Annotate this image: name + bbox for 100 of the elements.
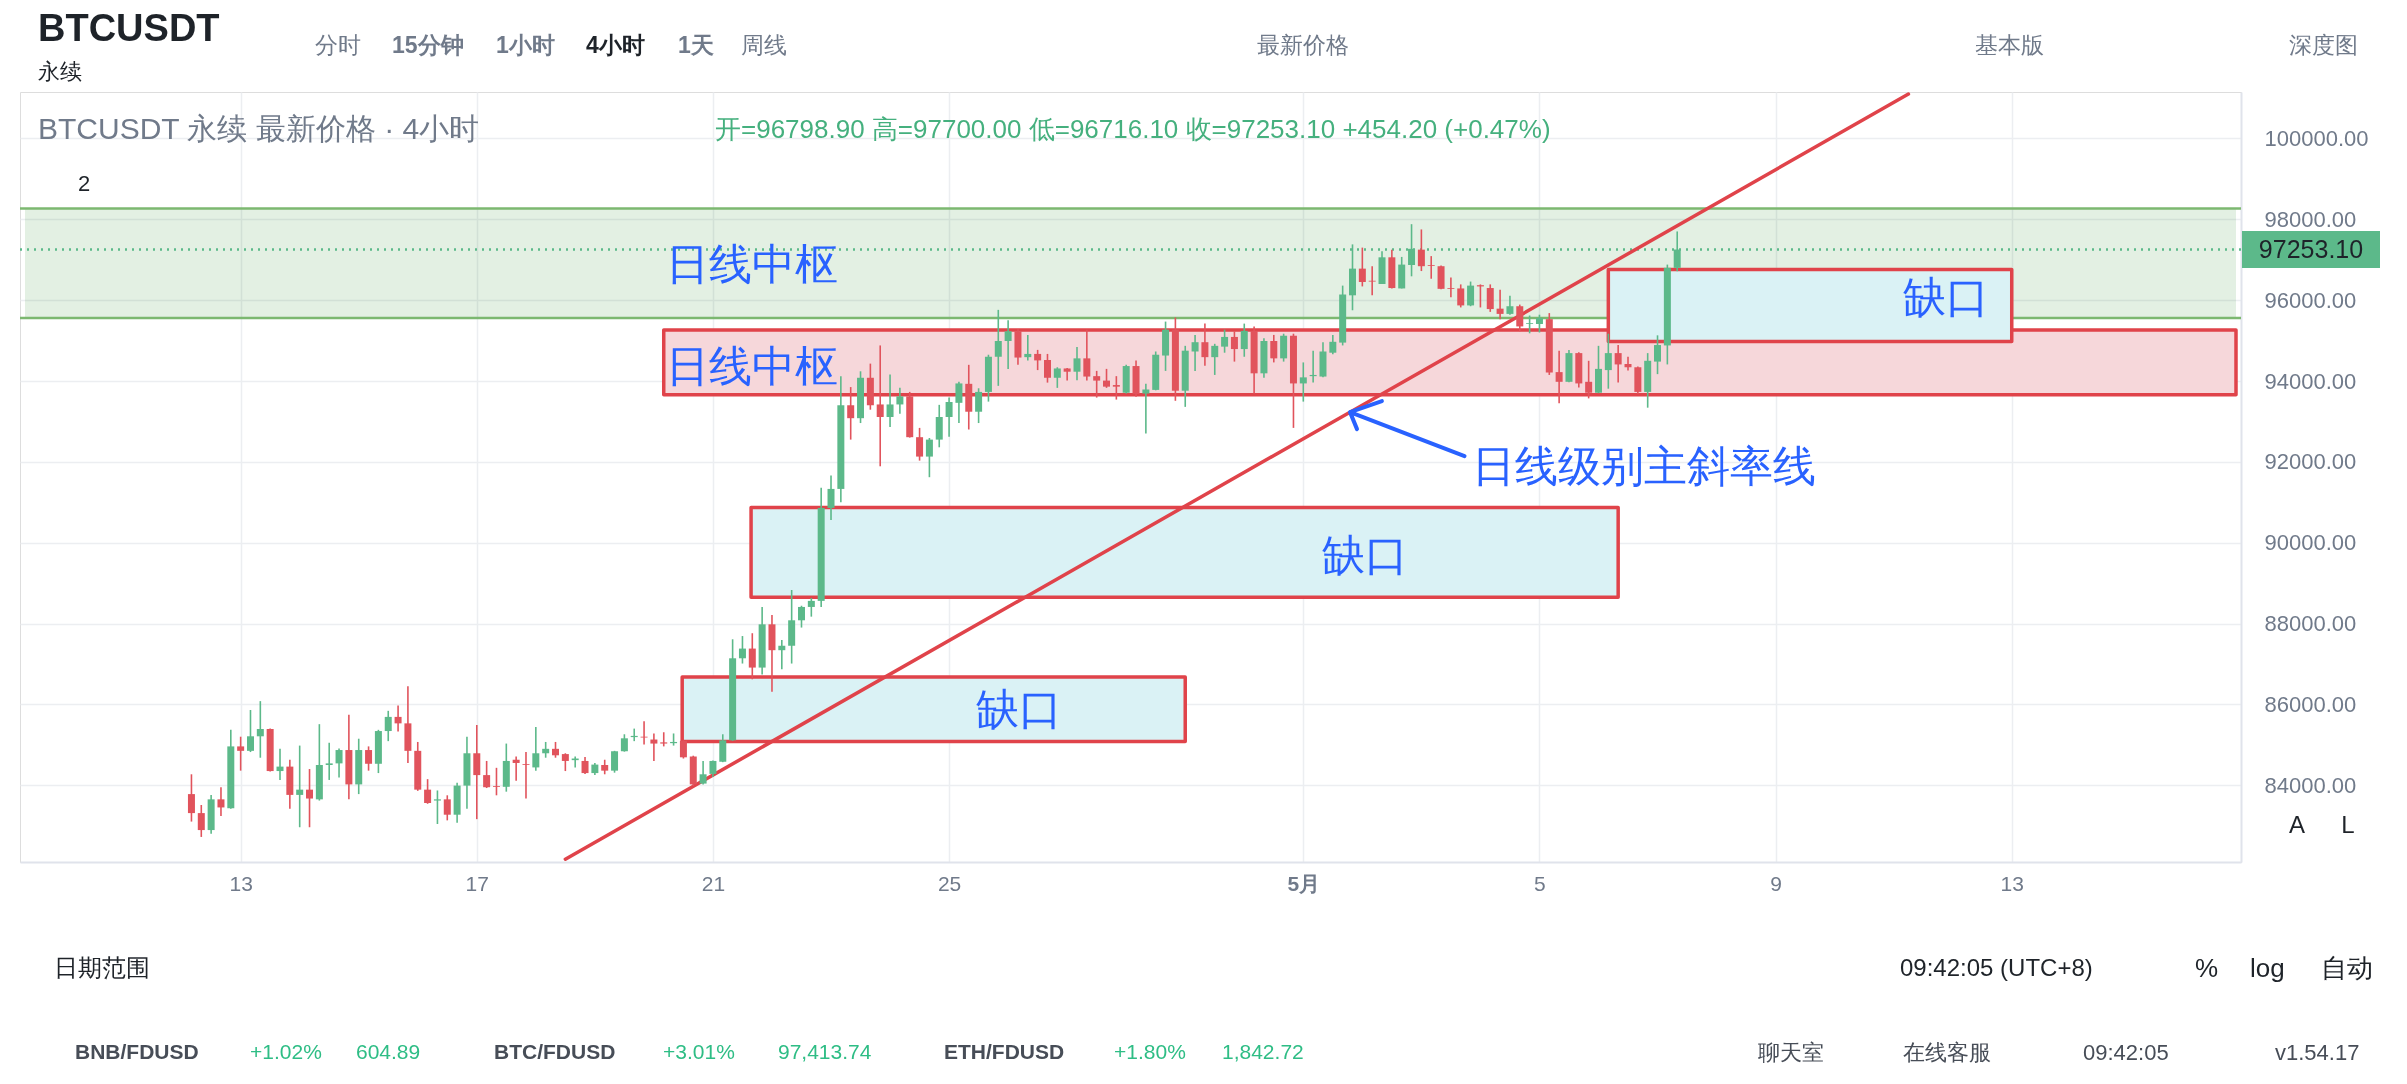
- candlestick: [1555, 349, 1563, 405]
- candlestick: [925, 437, 933, 478]
- y-tick-label: 98000.00: [2264, 206, 2357, 232]
- candlestick: [1614, 344, 1622, 384]
- text: 开=96798.90 高=97700.00 低=96716.10 收=97253.10 +454.20 (+0.47%): [715, 114, 1551, 144]
- text: v1.54.17: [2275, 1040, 2360, 1065]
- text: log: [2250, 953, 2285, 983]
- candlestick: [1358, 246, 1366, 288]
- candlestick: [738, 635, 746, 665]
- text: A: [2288, 811, 2306, 838]
- candlestick: [778, 639, 786, 670]
- text: BTC/FDUSD: [494, 1040, 616, 1063]
- y-tick-label: 92000.00: [2264, 449, 2357, 475]
- candlestick: [1427, 255, 1435, 280]
- candlestick: [1063, 367, 1071, 382]
- text: 4小时: [586, 32, 645, 58]
- candlestick: [492, 767, 500, 797]
- text: 深度图: [2289, 32, 2358, 58]
- candlestick: [1034, 349, 1042, 371]
- candlestick: [945, 396, 953, 438]
- candlestick: [886, 373, 894, 428]
- candlestick: [1043, 353, 1051, 384]
- candlestick: [1270, 334, 1278, 364]
- text: +1.02%: [250, 1040, 322, 1063]
- candlestick: [1496, 288, 1504, 320]
- candlestick: [1093, 370, 1101, 399]
- candlestick: [1230, 330, 1238, 363]
- candlestick: [246, 709, 254, 753]
- text: 最新价格: [1257, 32, 1349, 58]
- candlestick: [1211, 343, 1219, 376]
- y-tick-label: 94000.00: [2264, 368, 2357, 394]
- text: BTCUSDT 永续 最新价格 · 4小时: [38, 112, 480, 145]
- candlestick: [483, 760, 491, 789]
- candlestick: [433, 789, 441, 825]
- candlestick: [522, 751, 530, 800]
- candlestick: [335, 747, 343, 779]
- candlestick: [1447, 276, 1455, 299]
- candlestick: [1604, 332, 1612, 390]
- candlestick: [955, 381, 963, 424]
- y-tick-label: 86000.00: [2264, 691, 2357, 717]
- y-tick-label: 100000.00: [2264, 125, 2369, 151]
- candlestick: [256, 700, 264, 759]
- text: 97,413.74: [778, 1040, 872, 1063]
- y-tick-label: 96000.00: [2264, 287, 2357, 313]
- candlestick: [916, 427, 924, 462]
- text: +1.80%: [1114, 1040, 1186, 1063]
- candlestick: [1201, 322, 1209, 367]
- candlestick: [847, 386, 855, 441]
- candlestick: [1624, 355, 1632, 372]
- annotation: 日线中枢: [666, 240, 838, 288]
- text: %: [2195, 953, 2219, 983]
- candlestick: [276, 748, 284, 781]
- candlestick: [512, 755, 520, 782]
- candlestick: [797, 604, 805, 629]
- candlestick: [640, 720, 648, 746]
- x-tick-label: 13: [2000, 871, 2024, 895]
- candlestick: [1368, 265, 1376, 297]
- candlestick: [443, 794, 451, 822]
- candlestick: [394, 704, 402, 733]
- text: 分时: [315, 32, 361, 58]
- text: 1天: [678, 32, 714, 58]
- candlestick: [1103, 368, 1111, 389]
- candlestick: [1654, 334, 1662, 375]
- x-tick-label: 5: [1534, 871, 1546, 895]
- text: 15分钟: [392, 32, 464, 58]
- candlestick: [1191, 334, 1199, 372]
- text: BTCUSDT: [38, 7, 220, 49]
- text: 09:42:05 (UTC+8): [1900, 954, 2093, 981]
- candlestick: [1329, 334, 1337, 356]
- text: 聊天室: [1758, 1040, 1824, 1065]
- candlestick: [650, 732, 658, 762]
- candlestick: [719, 733, 727, 763]
- annotation: 日线级别主斜率线: [1472, 442, 1817, 491]
- annotation: 日线中枢: [666, 342, 838, 390]
- candlestick: [187, 773, 195, 823]
- candlestick: [1486, 283, 1494, 313]
- text: 周线: [741, 32, 787, 58]
- candlestick: [660, 731, 668, 748]
- annotation: 2: [77, 171, 91, 196]
- annotation: 缺口: [1903, 273, 1989, 321]
- ref-line-label: 97253.10: [2258, 234, 2364, 263]
- text: BNB/FDUSD: [75, 1040, 199, 1063]
- candlestick: [1516, 303, 1524, 333]
- candlestick: [1083, 328, 1091, 382]
- candlestick: [1457, 283, 1465, 309]
- candlestick: [935, 404, 943, 449]
- annotation: 缺口: [1322, 531, 1408, 579]
- text: 1,842.72: [1222, 1040, 1304, 1063]
- candlestick: [306, 768, 314, 829]
- candlestick: [325, 741, 333, 781]
- candlestick: [748, 632, 756, 681]
- candlestick: [1467, 280, 1475, 308]
- candlestick: [1299, 361, 1307, 403]
- candlestick: [1024, 334, 1032, 362]
- candlestick: [1398, 256, 1406, 290]
- text: 09:42:05: [2083, 1040, 2169, 1065]
- candlestick: [1280, 332, 1288, 363]
- candlestick: [296, 744, 304, 829]
- candlestick: [424, 778, 432, 805]
- text: +3.01%: [663, 1040, 735, 1063]
